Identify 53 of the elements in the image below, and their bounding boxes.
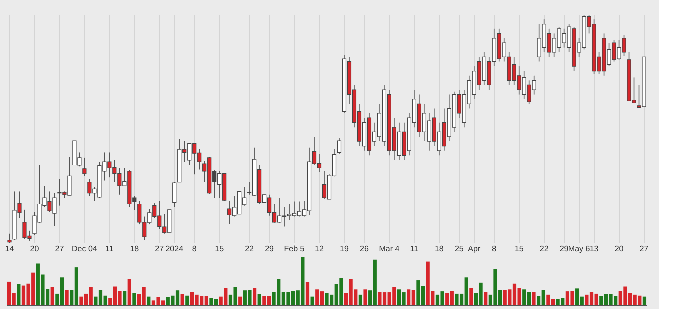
x-tick-label: 26 [360,244,370,254]
x-tick-label: 22 [540,244,550,254]
x-tick-label: 2024 [166,244,184,254]
bar [50,287,54,305]
x-tick-label: 20 [30,244,40,254]
candlestick [172,182,177,208]
x-tick-label: 27 [640,244,650,254]
candlestick [337,138,342,154]
x-tick-label: 8 [192,244,198,254]
x-tick-label: May 6 [568,244,591,254]
bar [470,288,474,305]
bar [123,291,127,305]
x-tick-label: 18 [434,244,444,254]
bar [310,296,314,305]
bar [17,284,21,305]
x-tick-label: Apr [468,244,481,254]
x-tick-label: 20 [614,244,624,254]
x-tick-label: 27 [55,244,65,254]
candlestick [82,158,87,177]
bar [532,292,536,305]
x-tick-label: 11 [410,244,420,254]
x-tick-label: 14 [5,244,15,254]
bar [128,279,132,305]
x-tick-label: 8 [492,244,498,254]
bar [65,290,69,305]
bar [252,288,257,305]
x-tick-label: Feb 5 [284,244,306,254]
x-tick-label: Dec 04 [72,244,98,254]
x-tick-label: 11 [106,244,114,254]
x-tick-label: 18 [130,244,140,254]
bar [306,282,310,305]
candlestick [8,233,12,244]
x-tick-label: Mar 4 [379,244,400,254]
bar [132,293,136,305]
bar [258,294,262,305]
bar [364,290,368,305]
bar [147,296,151,305]
x-tick-label: 12 [315,244,324,254]
x-tick-label: 22 [245,244,255,254]
x-tick-label: 29 [265,244,275,254]
x-tick-label: 15 [514,244,524,254]
bar [186,296,190,305]
x-tick-label: 13 [590,244,600,254]
x-tick-label: 19 [340,244,350,254]
bar [642,296,647,305]
bar [358,294,362,305]
x-tick-label: 15 [215,244,225,254]
bar [238,296,242,305]
bar [180,294,184,305]
x-tick-label: 29 [560,244,570,254]
bar [484,292,488,305]
x-tick-label: 27 [155,244,165,254]
x-tick-label: 25 [454,244,464,254]
